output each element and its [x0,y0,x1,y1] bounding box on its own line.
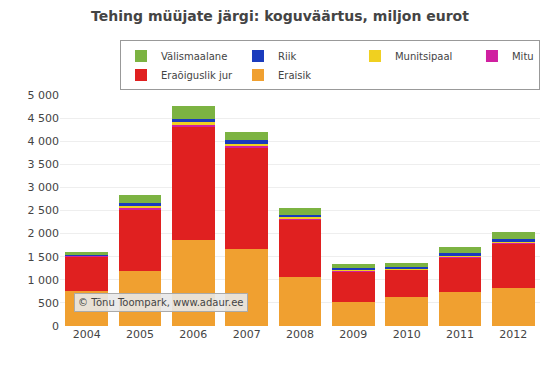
svg-text:Eraisik: Eraisik [278,70,311,81]
svg-text:1 500: 1 500 [28,251,60,264]
svg-text:2004: 2004 [73,328,101,341]
svg-text:2008: 2008 [286,328,314,341]
svg-text:© Tõnu Toompark, www.adaur.ee: © Tõnu Toompark, www.adaur.ee [78,297,244,308]
svg-text:2006: 2006 [179,328,207,341]
svg-text:0: 0 [52,320,59,333]
svg-text:4 000: 4 000 [28,135,60,148]
svg-text:2007: 2007 [233,328,261,341]
svg-text:2005: 2005 [126,328,154,341]
svg-text:Välismaalane: Välismaalane [161,51,227,62]
svg-text:Tehing müüjate järgi: koguväär: Tehing müüjate järgi: koguväärtus, miljo… [91,8,469,24]
svg-text:2011: 2011 [446,328,474,341]
svg-text:4 500: 4 500 [28,112,60,125]
svg-text:2 500: 2 500 [28,204,60,217]
svg-text:3 500: 3 500 [28,158,60,171]
svg-text:Mitu: Mitu [512,51,534,62]
svg-text:500: 500 [38,297,59,310]
svg-text:2009: 2009 [339,328,367,341]
svg-text:1 000: 1 000 [28,274,60,287]
svg-text:2 000: 2 000 [28,227,60,240]
svg-text:Riik: Riik [278,51,297,62]
svg-text:2012: 2012 [499,328,527,341]
svg-text:2010: 2010 [393,328,421,341]
svg-text:Munitsipaal: Munitsipaal [395,51,452,62]
svg-text:Eraõiguslik jur: Eraõiguslik jur [161,70,233,81]
svg-text:3 000: 3 000 [28,181,60,194]
svg-text:5 000: 5 000 [28,89,60,102]
